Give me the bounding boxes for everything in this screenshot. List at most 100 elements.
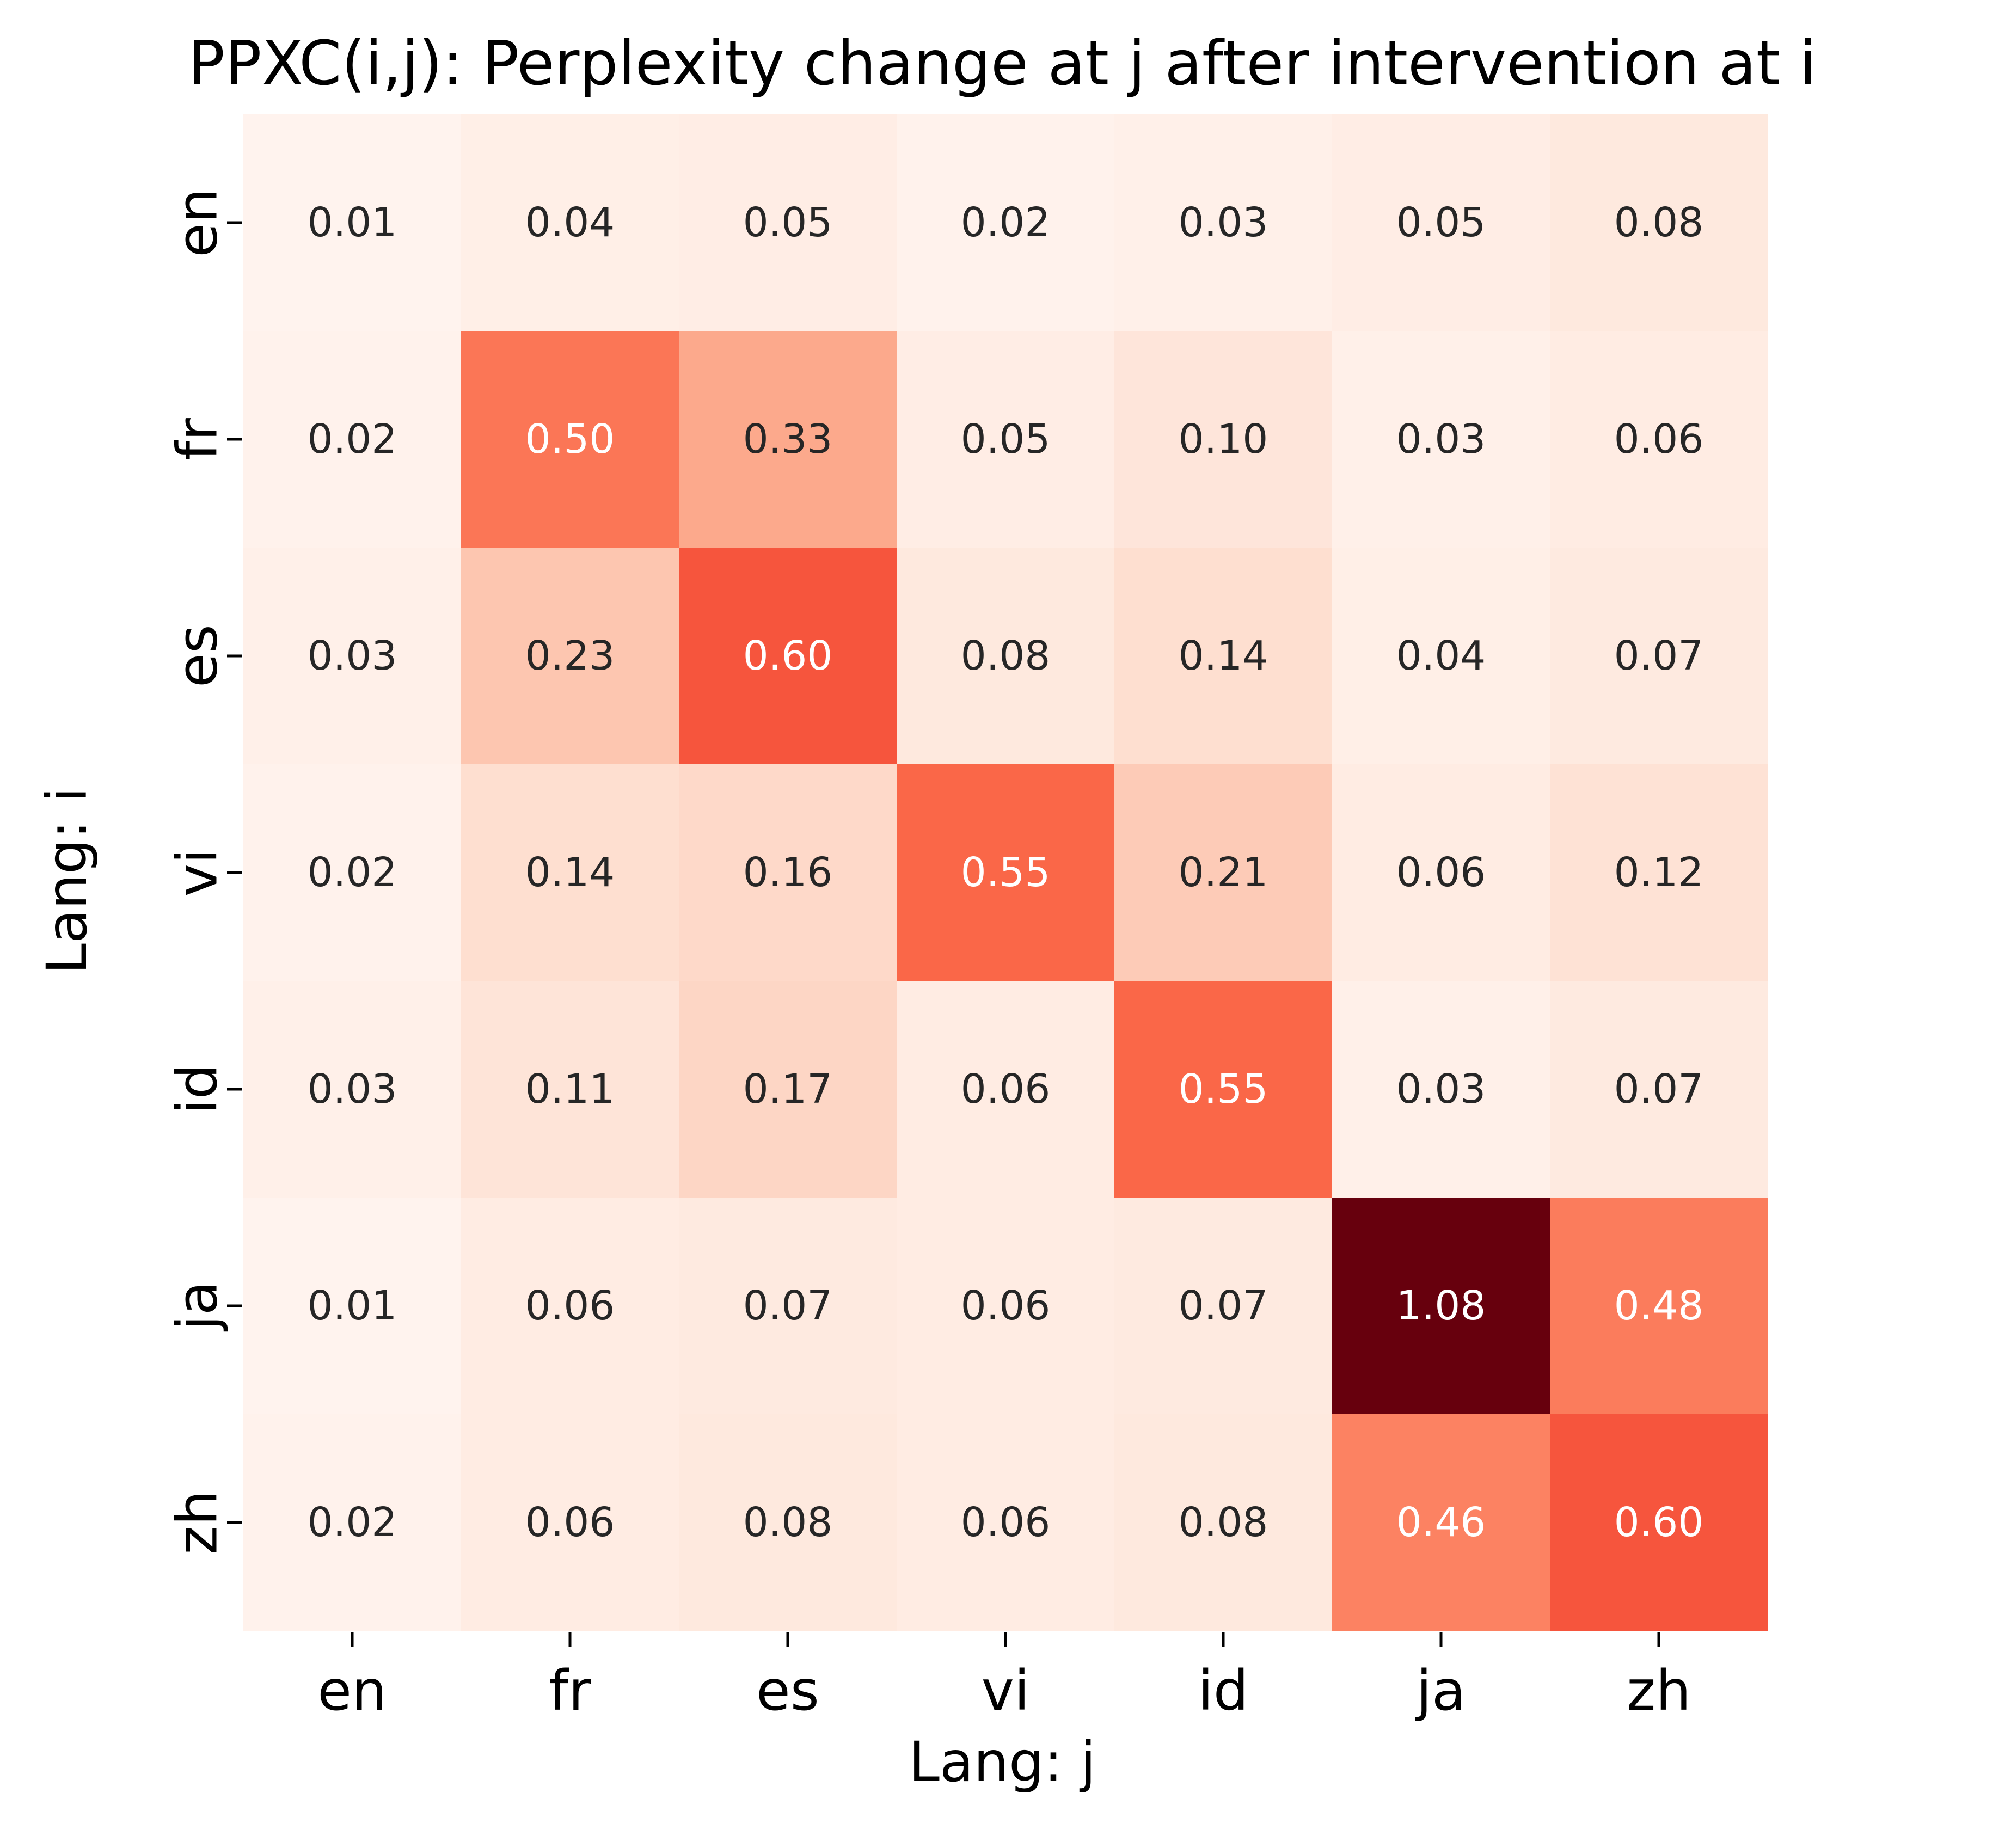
heatmap-cell-fr-en [243, 331, 462, 548]
cell-value-label: 0.12 [1614, 849, 1704, 896]
cell-value-label: 1.08 [1396, 1282, 1486, 1329]
cell-value-label: 0.14 [525, 849, 615, 896]
cell-value-label: 0.02 [308, 416, 397, 463]
y-tick-label: id [165, 1064, 230, 1114]
heatmap-cell-ja-ja [1332, 1198, 1550, 1415]
cell-value-label: 0.06 [525, 1499, 615, 1546]
y-tick-label: vi [165, 849, 230, 897]
y-tick-label: fr [165, 418, 230, 461]
cell-value-label: 0.08 [961, 633, 1051, 679]
heatmap-cell-en-fr [461, 114, 679, 331]
heatmap-cell-id-zh [1550, 981, 1768, 1198]
cell-value-label: 0.48 [1614, 1282, 1704, 1329]
heatmap-cell-vi-en [243, 764, 462, 981]
heatmap-cells [243, 114, 1768, 1631]
heatmap-cell-zh-fr [461, 1414, 679, 1631]
heatmap-cell-vi-es [679, 764, 897, 981]
cell-value-label: 0.06 [1614, 416, 1704, 463]
x-axis-label: Lang: j [909, 1730, 1096, 1795]
cell-value-label: 0.07 [743, 1282, 833, 1329]
heatmap-cell-en-ja [1332, 114, 1550, 331]
cell-value-label: 0.14 [1179, 633, 1268, 679]
heatmap-cell-es-ja [1332, 548, 1550, 765]
cell-value-label: 0.02 [308, 1499, 397, 1546]
heatmap-cell-id-ja [1332, 981, 1550, 1198]
heatmap-cell-ja-en [243, 1198, 462, 1415]
heatmap-cell-vi-vi [897, 764, 1115, 981]
cell-value-label: 0.16 [743, 849, 833, 896]
heatmap-cell-id-fr [461, 981, 679, 1198]
cell-value-label: 0.50 [525, 416, 615, 463]
heatmap-cell-zh-id [1114, 1414, 1333, 1631]
x-tick-label: es [756, 1659, 819, 1723]
heatmap-cell-es-en [243, 548, 462, 765]
cell-value-label: 0.06 [961, 1066, 1051, 1113]
heatmap-cell-fr-id [1114, 331, 1333, 548]
cell-value-label: 0.04 [525, 199, 615, 246]
cell-value-label: 0.60 [743, 633, 833, 679]
cell-value-label: 0.60 [1614, 1499, 1704, 1546]
y-tick-label: ja [165, 1281, 230, 1332]
heatmap-cell-en-en [243, 114, 462, 331]
heatmap-cell-vi-ja [1332, 764, 1550, 981]
heatmap-cell-fr-ja [1332, 331, 1550, 548]
cell-value-label: 0.01 [308, 1282, 397, 1329]
heatmap-cell-id-vi [897, 981, 1115, 1198]
y-tick-label: zh [165, 1490, 230, 1555]
cell-value-label: 0.02 [308, 849, 397, 896]
x-axis-ticks: en fr es vi id ja zh [317, 1632, 1691, 1723]
cell-value-label: 0.07 [1179, 1282, 1268, 1329]
cell-value-label: 0.03 [308, 1066, 397, 1113]
heatmap-cell-en-vi [897, 114, 1115, 331]
cell-value-label: 0.08 [743, 1499, 833, 1546]
x-tick-label: zh [1627, 1659, 1691, 1723]
x-tick-label: vi [982, 1659, 1030, 1723]
heatmap-cell-zh-vi [897, 1414, 1115, 1631]
cell-value-label: 0.02 [961, 199, 1051, 246]
cell-value-label: 0.21 [1179, 849, 1268, 896]
heatmap-cell-ja-es [679, 1198, 897, 1415]
heatmap-cell-ja-fr [461, 1198, 679, 1415]
x-tick-label: ja [1415, 1659, 1466, 1723]
heatmap-cell-fr-fr [461, 331, 679, 548]
cell-value-label: 0.07 [1614, 1066, 1704, 1113]
heatmap-cell-id-es [679, 981, 897, 1198]
cell-value-label: 0.23 [525, 633, 615, 679]
y-tick-label: en [165, 188, 230, 257]
heatmap-cell-es-zh [1550, 548, 1768, 765]
y-axis-ticks: en fr es vi id ja zh [165, 188, 242, 1555]
cell-value-label: 0.05 [1396, 199, 1486, 246]
cell-value-labels: 0.01 0.04 0.05 0.02 0.03 0.05 0.08 0.02 0.50 0.33… [308, 199, 1704, 1546]
heatmap-cell-ja-zh [1550, 1198, 1768, 1415]
cell-value-label: 0.33 [743, 416, 833, 463]
cell-value-label: 0.05 [961, 416, 1051, 463]
heatmap-cell-fr-vi [897, 331, 1115, 548]
heatmap-cell-id-id [1114, 981, 1333, 1198]
cell-value-label: 0.05 [743, 199, 833, 246]
cell-value-label: 0.17 [743, 1066, 833, 1113]
heatmap-cell-en-es [679, 114, 897, 331]
cell-value-label: 0.04 [1396, 633, 1486, 679]
cell-value-label: 0.03 [1179, 199, 1268, 246]
heatmap-cell-zh-zh [1550, 1414, 1768, 1631]
cell-value-label: 0.01 [308, 199, 397, 246]
heatmap-cell-es-fr [461, 548, 679, 765]
cell-value-label: 0.03 [308, 633, 397, 679]
heatmap-cell-zh-es [679, 1414, 897, 1631]
cell-value-label: 0.07 [1614, 633, 1704, 679]
heatmap-cell-ja-id [1114, 1198, 1333, 1415]
heatmap-cell-zh-ja [1332, 1414, 1550, 1631]
cell-value-label: 0.11 [525, 1066, 615, 1113]
heatmap-cell-es-vi [897, 548, 1115, 765]
cell-value-label: 0.06 [1396, 849, 1486, 896]
cell-value-label: 0.06 [525, 1282, 615, 1329]
heatmap-cell-fr-zh [1550, 331, 1768, 548]
x-tick-label: fr [549, 1659, 591, 1723]
cell-value-label: 0.55 [961, 849, 1051, 896]
heatmap-cell-zh-en [243, 1414, 462, 1631]
y-tick-label: es [165, 624, 230, 687]
cell-value-label: 0.03 [1396, 416, 1486, 463]
heatmap-cell-es-id [1114, 548, 1333, 765]
cell-value-label: 0.08 [1614, 199, 1704, 246]
